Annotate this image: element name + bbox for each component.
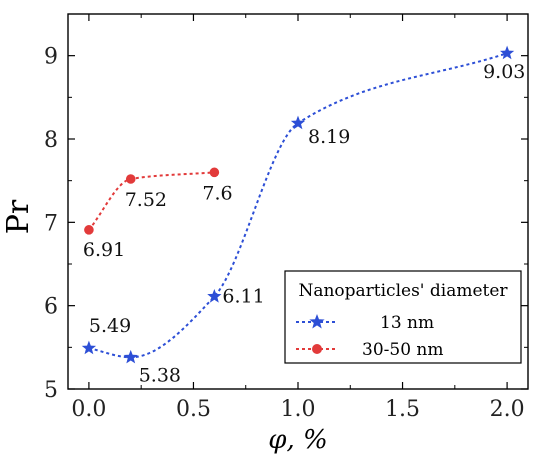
y-tick-label: 6 [44,295,58,320]
axis-ticks: 0.0 0.5 1.0 1.5 2.0 5 6 7 8 9 [44,13,528,422]
legend-title: Nanoparticles' diameter [298,281,508,301]
data-point-circle [84,225,94,235]
data-label: 6.91 [83,239,125,261]
data-point-star [207,289,222,303]
data-label: 5.49 [89,315,131,337]
legend-star-marker [309,314,325,329]
x-tick-label: 2.0 [490,397,525,422]
data-labels: 5.49 5.38 6.11 8.19 9.03 6.91 7.52 7.6 [83,61,525,386]
y-tick-label: 9 [44,45,58,70]
data-point-star [499,45,515,60]
y-tick-label: 7 [44,211,58,236]
y-axis-title: Pr [1,199,36,234]
legend-label-30-50nm: 30-50 nm [362,340,443,360]
series-markers [81,45,515,364]
data-label: 6.11 [222,286,264,308]
legend-box [284,270,522,364]
legend: Nanoparticles' diameter 13 nm 30-50 nm [284,270,522,364]
x-tick-label: 0.0 [71,397,106,422]
y-tick-label: 5 [44,378,58,403]
x-axis-title: φ, % [268,425,327,455]
x-tick-label: 1.5 [385,397,420,422]
data-point-star [123,349,138,364]
data-label: 8.19 [308,126,350,148]
y-tick-label: 8 [44,128,58,153]
data-label: 9.03 [483,61,525,83]
data-label: 7.52 [125,189,167,211]
data-point-circle [125,174,136,184]
x-tick-label: 1.0 [281,397,316,422]
data-point-circle [209,167,220,178]
x-tick-label: 0.5 [176,397,211,422]
legend-circle-marker [312,344,322,354]
data-point-star [290,115,306,130]
data-point-star [81,340,97,355]
legend-label-13nm: 13 nm [380,313,434,333]
data-label: 5.38 [139,364,181,386]
data-label: 7.6 [202,182,232,204]
